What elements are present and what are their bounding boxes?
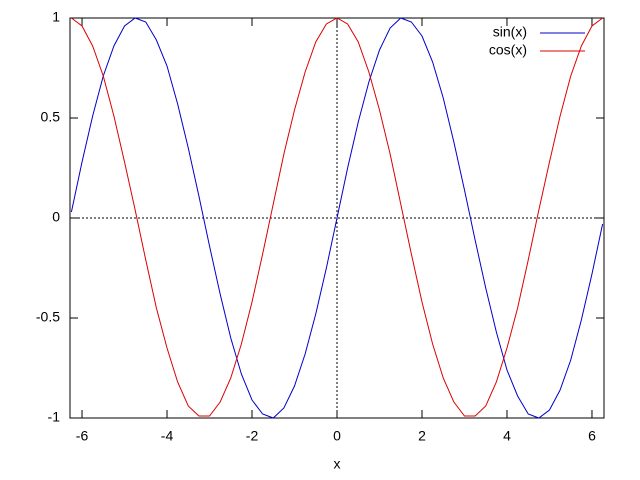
y-tick-label: -1 [48,409,61,425]
x-tick-label: 4 [503,428,511,444]
series-line [71,17,603,417]
legend-label: cos(x) [489,42,527,58]
x-tick-label: 2 [418,428,426,444]
x-tick-label: 6 [588,428,596,444]
x-axis-label: x [334,456,341,472]
y-tick-label: 0.5 [41,109,61,125]
x-tick-label: -4 [161,428,174,444]
y-tick-label: -0.5 [36,309,60,325]
y-tick-label: 1 [52,9,60,25]
x-tick-label: -6 [76,428,89,444]
x-tick-label: -2 [246,428,259,444]
y-tick-label: 0 [52,209,60,225]
x-tick-label: 0 [333,428,341,444]
legend-label: sin(x) [493,24,527,40]
series-line [70,17,604,419]
